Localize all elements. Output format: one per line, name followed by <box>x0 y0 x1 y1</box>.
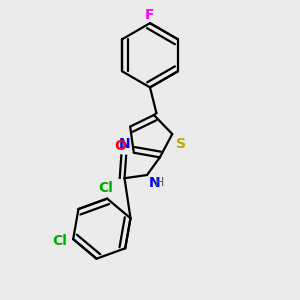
Text: H: H <box>155 176 164 189</box>
Text: Cl: Cl <box>98 181 113 195</box>
Text: N: N <box>118 137 130 151</box>
Text: F: F <box>145 8 155 22</box>
Text: S: S <box>176 136 186 151</box>
Text: O: O <box>114 139 126 152</box>
Text: Cl: Cl <box>52 234 68 248</box>
Text: N: N <box>148 176 160 190</box>
